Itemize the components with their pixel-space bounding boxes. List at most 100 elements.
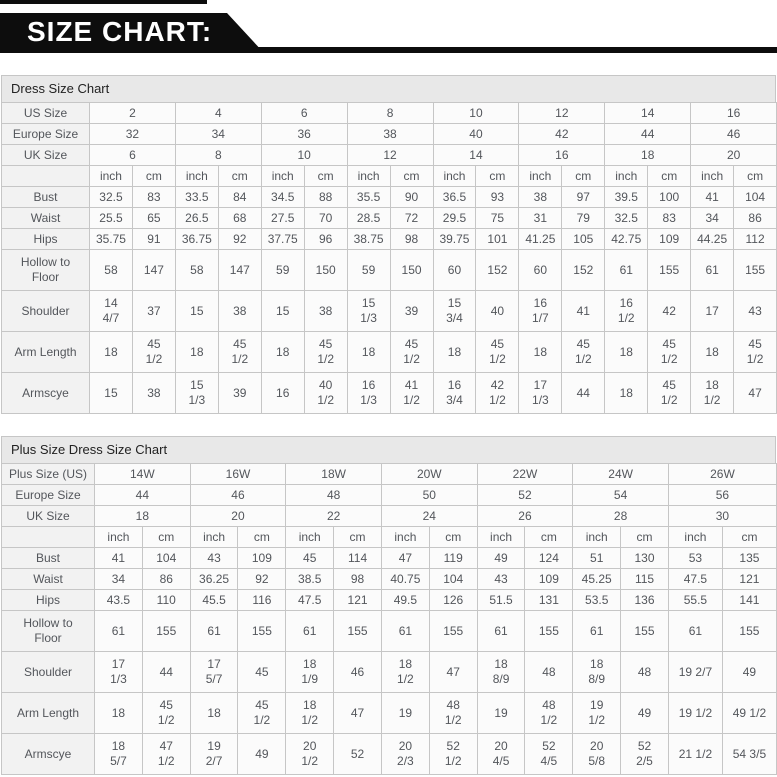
measure-value-cell: 43	[189, 547, 239, 569]
table-row: inch cm inch cm inch cm inch cm inch cm inch cm inch…	[1, 165, 777, 187]
size-value-cell: 38	[346, 123, 434, 145]
measure-value-cell: 41	[561, 290, 606, 332]
table-row: Bust 32.5 83 33.5 84 34.5 88 35.5 90 36.5 93 38 97 39…	[1, 186, 777, 208]
measure-value-cell: 65	[131, 207, 176, 229]
measure-value-cell: 47	[380, 547, 430, 569]
measure-value-cell: 47.5	[285, 589, 335, 611]
measure-value-cell: 121	[721, 568, 777, 590]
table-row: UK Size 18 20 22 24 26 28 30	[1, 505, 777, 527]
row-label	[1, 165, 90, 187]
measure-value-cell: 17 1/3	[518, 372, 563, 414]
measure-value-cell: 53.5	[572, 589, 622, 611]
banner-title: SIZE CHART:	[27, 16, 213, 47]
measure-value-cell: 21 1/2	[667, 733, 723, 775]
measure-value-cell: 155	[333, 610, 382, 652]
measure-value-cell: 45.25	[572, 568, 622, 590]
measure-value-cell: 130	[620, 547, 669, 569]
measure-value-cell: 88	[303, 186, 348, 208]
measure-value-cell: 31	[518, 207, 563, 229]
size-value-cell: 32	[89, 123, 176, 145]
measure-value-cell: 79	[561, 207, 606, 229]
measure-value-cell: 97	[561, 186, 606, 208]
measure-value-cell: 45	[285, 547, 335, 569]
measure-value-cell: 15 1/3	[174, 372, 219, 414]
size-value-cell: 30	[667, 505, 777, 527]
measure-value-cell: 18	[94, 692, 143, 734]
measure-value-cell: 43	[476, 568, 526, 590]
measure-value-cell: 28.5	[346, 207, 391, 229]
table-row: Arm Length 18 45 1/2 18 45 1/2 18 1/2 47 19 48 1…	[1, 692, 777, 734]
measure-value-cell: 18	[189, 692, 239, 734]
measure-value-cell: 147	[217, 249, 262, 291]
unit-header-cell: cm	[475, 165, 520, 187]
measure-value-cell: 40	[475, 290, 520, 332]
size-value-cell: 26	[476, 505, 574, 527]
measure-value-cell: 34.5	[260, 186, 305, 208]
row-label: Hollow to Floor	[1, 249, 90, 291]
table-row: Hollow to Floor 61 155 61 155 61 155 61 155 61 155…	[1, 610, 777, 652]
measure-value-cell: 44	[141, 651, 191, 693]
measure-value-cell: 45 1/2	[475, 331, 520, 373]
table-row: US Size 2 4 6 8 10 12 14 16	[1, 102, 777, 124]
measure-value-cell: 104	[733, 186, 777, 208]
measure-value-cell: 61	[667, 610, 723, 652]
unit-header-cell: cm	[389, 165, 434, 187]
measure-value-cell: 121	[333, 589, 382, 611]
size-value-cell: 44	[94, 484, 191, 506]
unit-header-cell: inch	[667, 526, 723, 548]
measure-value-cell: 19	[476, 692, 526, 734]
row-label: Armscye	[1, 372, 90, 414]
measure-value-cell: 61	[285, 610, 335, 652]
unit-header-cell: cm	[237, 526, 287, 548]
unit-header-cell: inch	[604, 165, 649, 187]
size-value-cell: 12	[518, 102, 606, 124]
measure-value-cell: 36.25	[189, 568, 239, 590]
measure-value-cell: 15 1/3	[346, 290, 391, 332]
measure-value-cell: 42.75	[604, 228, 649, 250]
row-label: Bust	[1, 186, 90, 208]
measure-value-cell: 35.75	[89, 228, 133, 250]
unit-header-cell: cm	[647, 165, 692, 187]
size-value-cell: 46	[189, 484, 287, 506]
measure-value-cell: 47.5	[667, 568, 723, 590]
unit-header-cell: inch	[89, 165, 133, 187]
size-value-cell: 28	[572, 505, 669, 527]
size-value-cell: 46	[690, 123, 777, 145]
table-row: Bust 41 104 43 109 45 114 47 119 49 124 51 130 53 135	[1, 547, 777, 569]
size-value-cell: 8	[174, 144, 262, 166]
size-value-cell: 50	[380, 484, 478, 506]
measure-value-cell: 33.5	[174, 186, 219, 208]
measure-value-cell: 109	[237, 547, 287, 569]
measure-value-cell: 152	[561, 249, 606, 291]
unit-header-cell: inch	[260, 165, 305, 187]
measure-value-cell: 59	[346, 249, 391, 291]
measure-value-cell: 35.5	[346, 186, 391, 208]
measure-value-cell: 45	[237, 651, 287, 693]
measure-value-cell: 86	[733, 207, 777, 229]
measure-value-cell: 49	[620, 692, 669, 734]
size-value-cell: 52	[476, 484, 574, 506]
size-value-cell: 2	[89, 102, 176, 124]
measure-value-cell: 152	[475, 249, 520, 291]
measure-value-cell: 34	[690, 207, 735, 229]
row-label: Waist	[1, 207, 90, 229]
size-value-cell: 34	[174, 123, 262, 145]
measure-value-cell: 39.75	[432, 228, 477, 250]
unit-header-cell: inch	[189, 526, 239, 548]
row-label: Plus Size (US)	[1, 463, 95, 485]
measure-value-cell: 45 1/2	[389, 331, 434, 373]
measure-value-cell: 51.5	[476, 589, 526, 611]
size-value-cell: 48	[285, 484, 382, 506]
measure-value-cell: 15 3/4	[432, 290, 477, 332]
unit-header-cell: inch	[476, 526, 526, 548]
measure-value-cell: 45 1/2	[141, 692, 191, 734]
measure-value-cell: 18	[174, 331, 219, 373]
measure-value-cell: 41 1/2	[389, 372, 434, 414]
measure-value-cell: 83	[131, 186, 176, 208]
unit-header-cell: cm	[131, 165, 176, 187]
measure-value-cell: 61	[94, 610, 143, 652]
measure-value-cell: 47	[333, 692, 382, 734]
measure-value-cell: 61	[380, 610, 430, 652]
measure-value-cell: 155	[733, 249, 777, 291]
measure-value-cell: 41	[94, 547, 143, 569]
